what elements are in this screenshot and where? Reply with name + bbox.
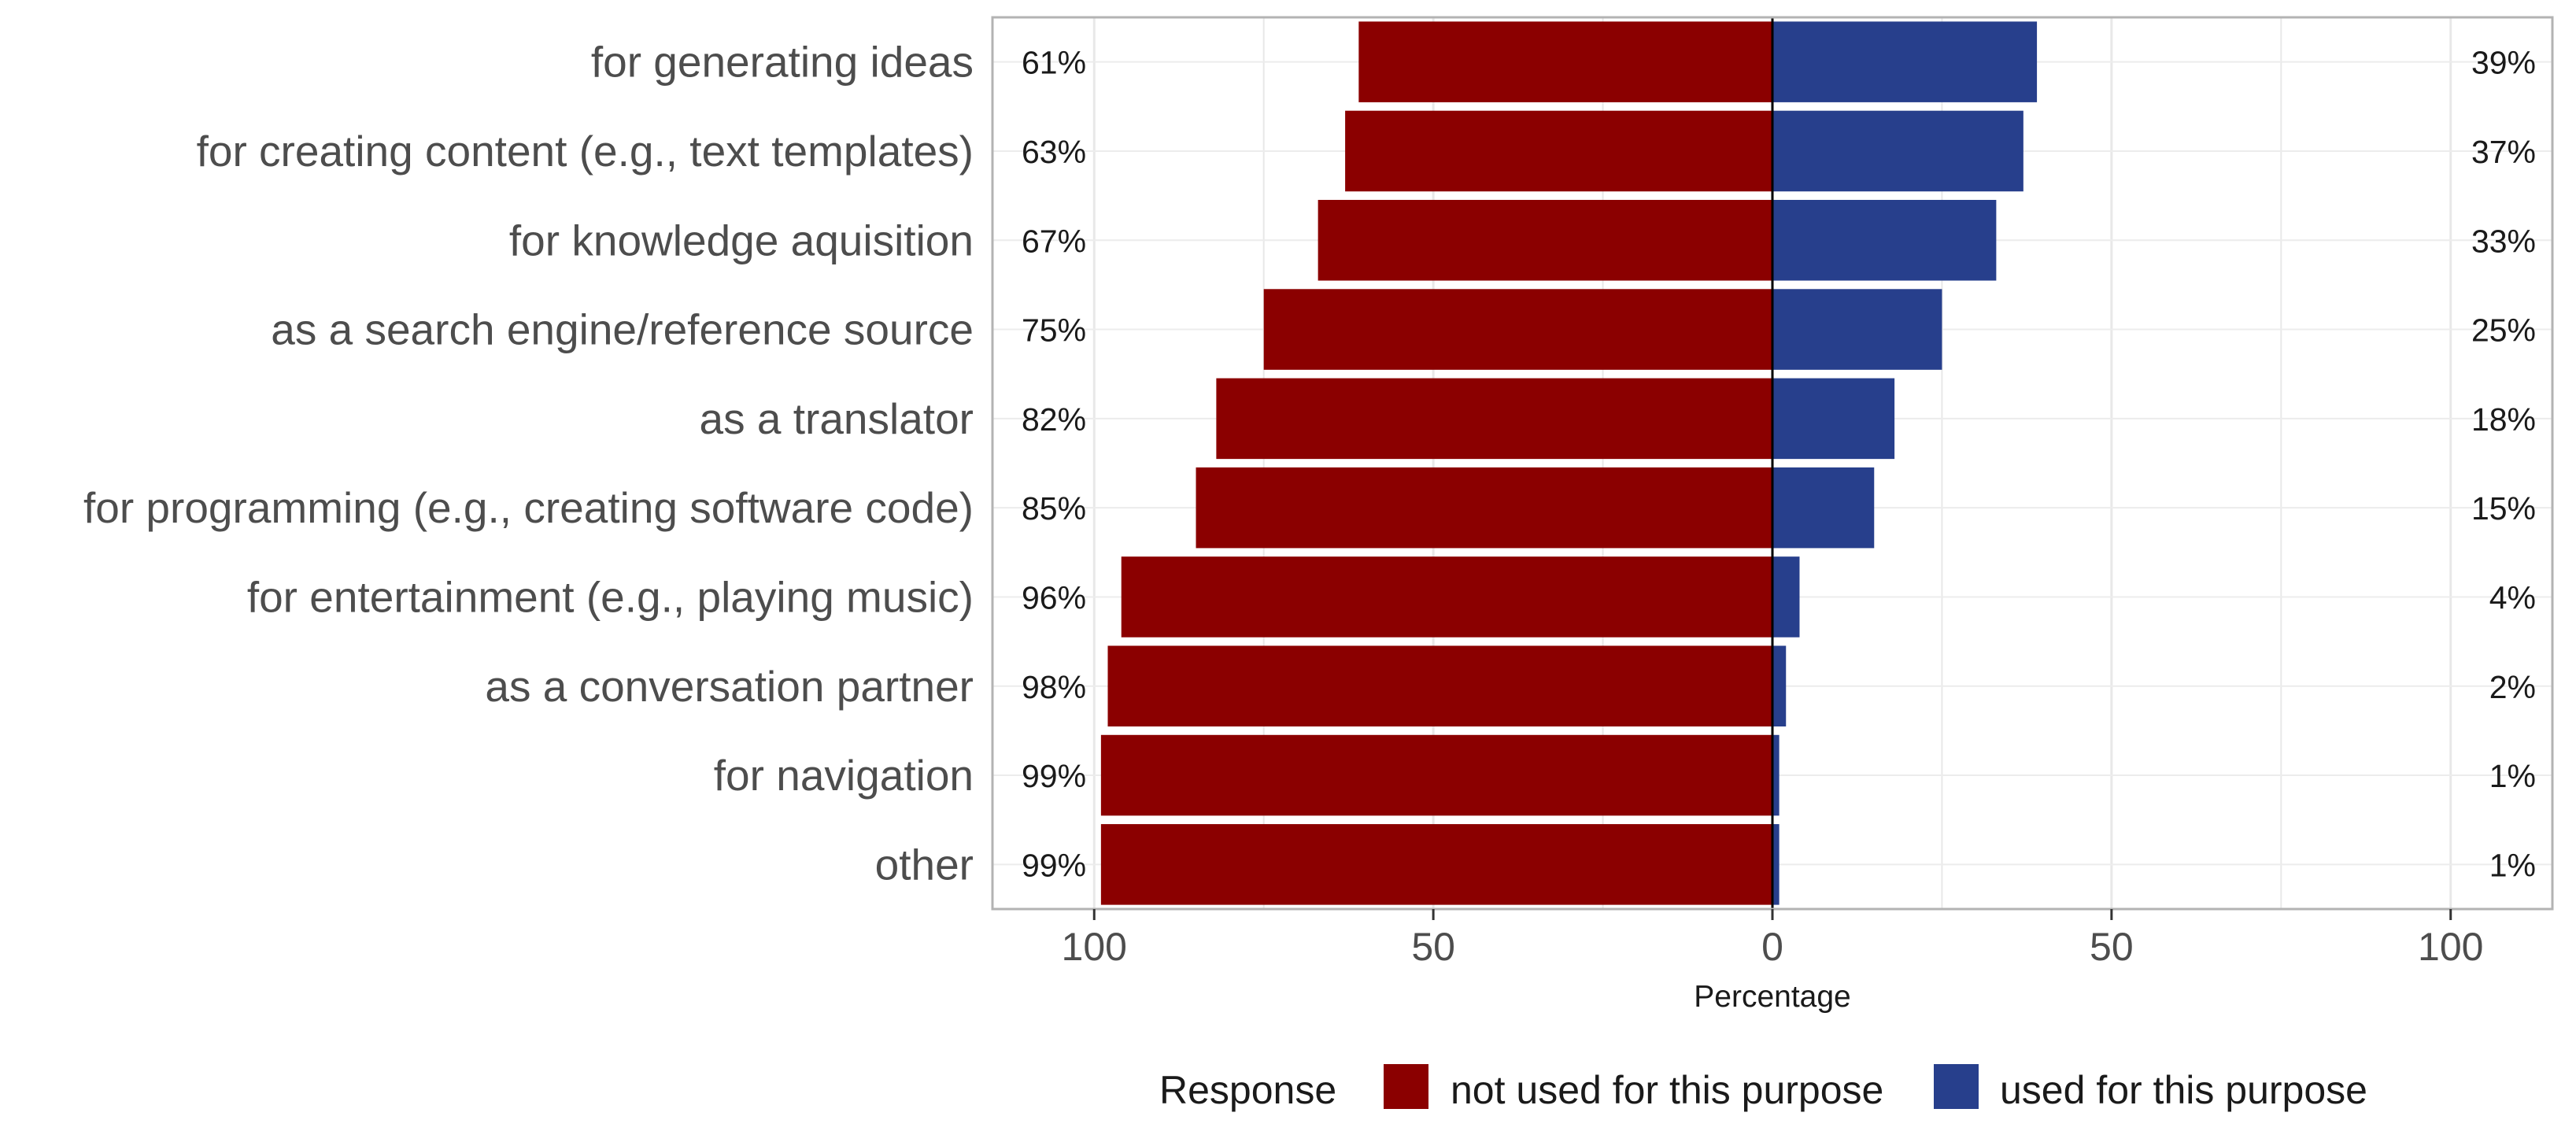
x-tick-label: 0: [1761, 925, 1783, 969]
bar-used: [1772, 645, 1787, 727]
data-label-not-used: 99%: [1022, 758, 1086, 794]
bar-used: [1772, 467, 1875, 549]
bar-used: [1772, 21, 2038, 102]
data-label-not-used: 99%: [1022, 847, 1086, 883]
bar-not-used: [1345, 110, 1772, 192]
bar-not-used: [1318, 199, 1772, 281]
data-label-used: 2%: [2489, 669, 2536, 705]
bar-not-used: [1216, 378, 1772, 460]
data-label-not-used: 75%: [1022, 312, 1086, 349]
category-label: for knowledge aquisition: [509, 216, 974, 264]
data-label-used: 39%: [2471, 45, 2536, 81]
category-label: for programming (e.g., creating software…: [83, 483, 974, 532]
bar-not-used: [1107, 645, 1772, 727]
x-tick-label: 100: [2418, 925, 2483, 969]
data-label-used: 15%: [2471, 490, 2536, 527]
legend-swatch-used: [1934, 1064, 1979, 1109]
data-label-used: 33%: [2471, 223, 2536, 259]
legend-label-used: used for this purpose: [2000, 1068, 2367, 1112]
data-label-not-used: 82%: [1022, 401, 1086, 438]
bars: [1100, 21, 2038, 905]
bar-not-used: [1358, 21, 1772, 102]
legend: Response not used for this purpose used …: [1159, 1064, 2367, 1112]
category-label: as a conversation partner: [485, 662, 974, 711]
data-label-not-used: 67%: [1022, 223, 1086, 259]
legend-title: Response: [1159, 1068, 1336, 1112]
bar-used: [1772, 378, 1895, 460]
data-label-used: 25%: [2471, 312, 2536, 349]
category-label: as a search engine/reference source: [271, 305, 974, 354]
legend-swatch-not-used: [1384, 1064, 1428, 1109]
category-labels: for generating ideas for creating content…: [83, 38, 974, 889]
category-label: for entertainment (e.g., playing music): [247, 572, 974, 621]
bar-not-used: [1196, 467, 1772, 549]
category-label: for navigation: [714, 751, 974, 800]
category-label: other: [875, 840, 974, 889]
x-tick-label: 50: [1411, 925, 1455, 969]
bar-not-used: [1100, 824, 1772, 905]
data-label-not-used: 61%: [1022, 45, 1086, 81]
data-label-used: 4%: [2489, 579, 2536, 615]
data-label-not-used: 98%: [1022, 669, 1086, 705]
data-label-not-used: 85%: [1022, 490, 1086, 527]
bar-used: [1772, 556, 1800, 638]
bar-used: [1772, 289, 1942, 370]
category-label: for creating content (e.g., text templat…: [197, 127, 974, 176]
bar-not-used: [1263, 289, 1772, 370]
bar-used: [1772, 199, 1997, 281]
x-tick-label: 50: [2090, 925, 2134, 969]
data-labels: 61% 39% 63% 37% 67% 33% 75% 25% 82% 18% 85% 15% 96% 4…: [1022, 45, 2536, 884]
data-label-used: 18%: [2471, 401, 2536, 438]
bar-used: [1772, 824, 1780, 905]
data-label-used: 37%: [2471, 134, 2536, 170]
category-label: as a translator: [699, 394, 974, 443]
bar-used: [1772, 734, 1780, 816]
x-axis-title: Percentage: [1694, 980, 1850, 1014]
bar-used: [1772, 110, 2023, 192]
x-tick-label: 100: [1062, 925, 1127, 969]
x-axis-ticks: 100 50 0 50 100: [1062, 909, 2483, 969]
bar-not-used: [1121, 556, 1772, 638]
category-label: for generating ideas: [591, 38, 974, 87]
data-label-used: 1%: [2489, 847, 2536, 883]
data-label-not-used: 63%: [1022, 134, 1086, 170]
data-label-not-used: 96%: [1022, 579, 1086, 615]
bar-not-used: [1100, 734, 1772, 816]
data-label-used: 1%: [2489, 758, 2536, 794]
legend-label-not-used: not used for this purpose: [1451, 1068, 1883, 1112]
